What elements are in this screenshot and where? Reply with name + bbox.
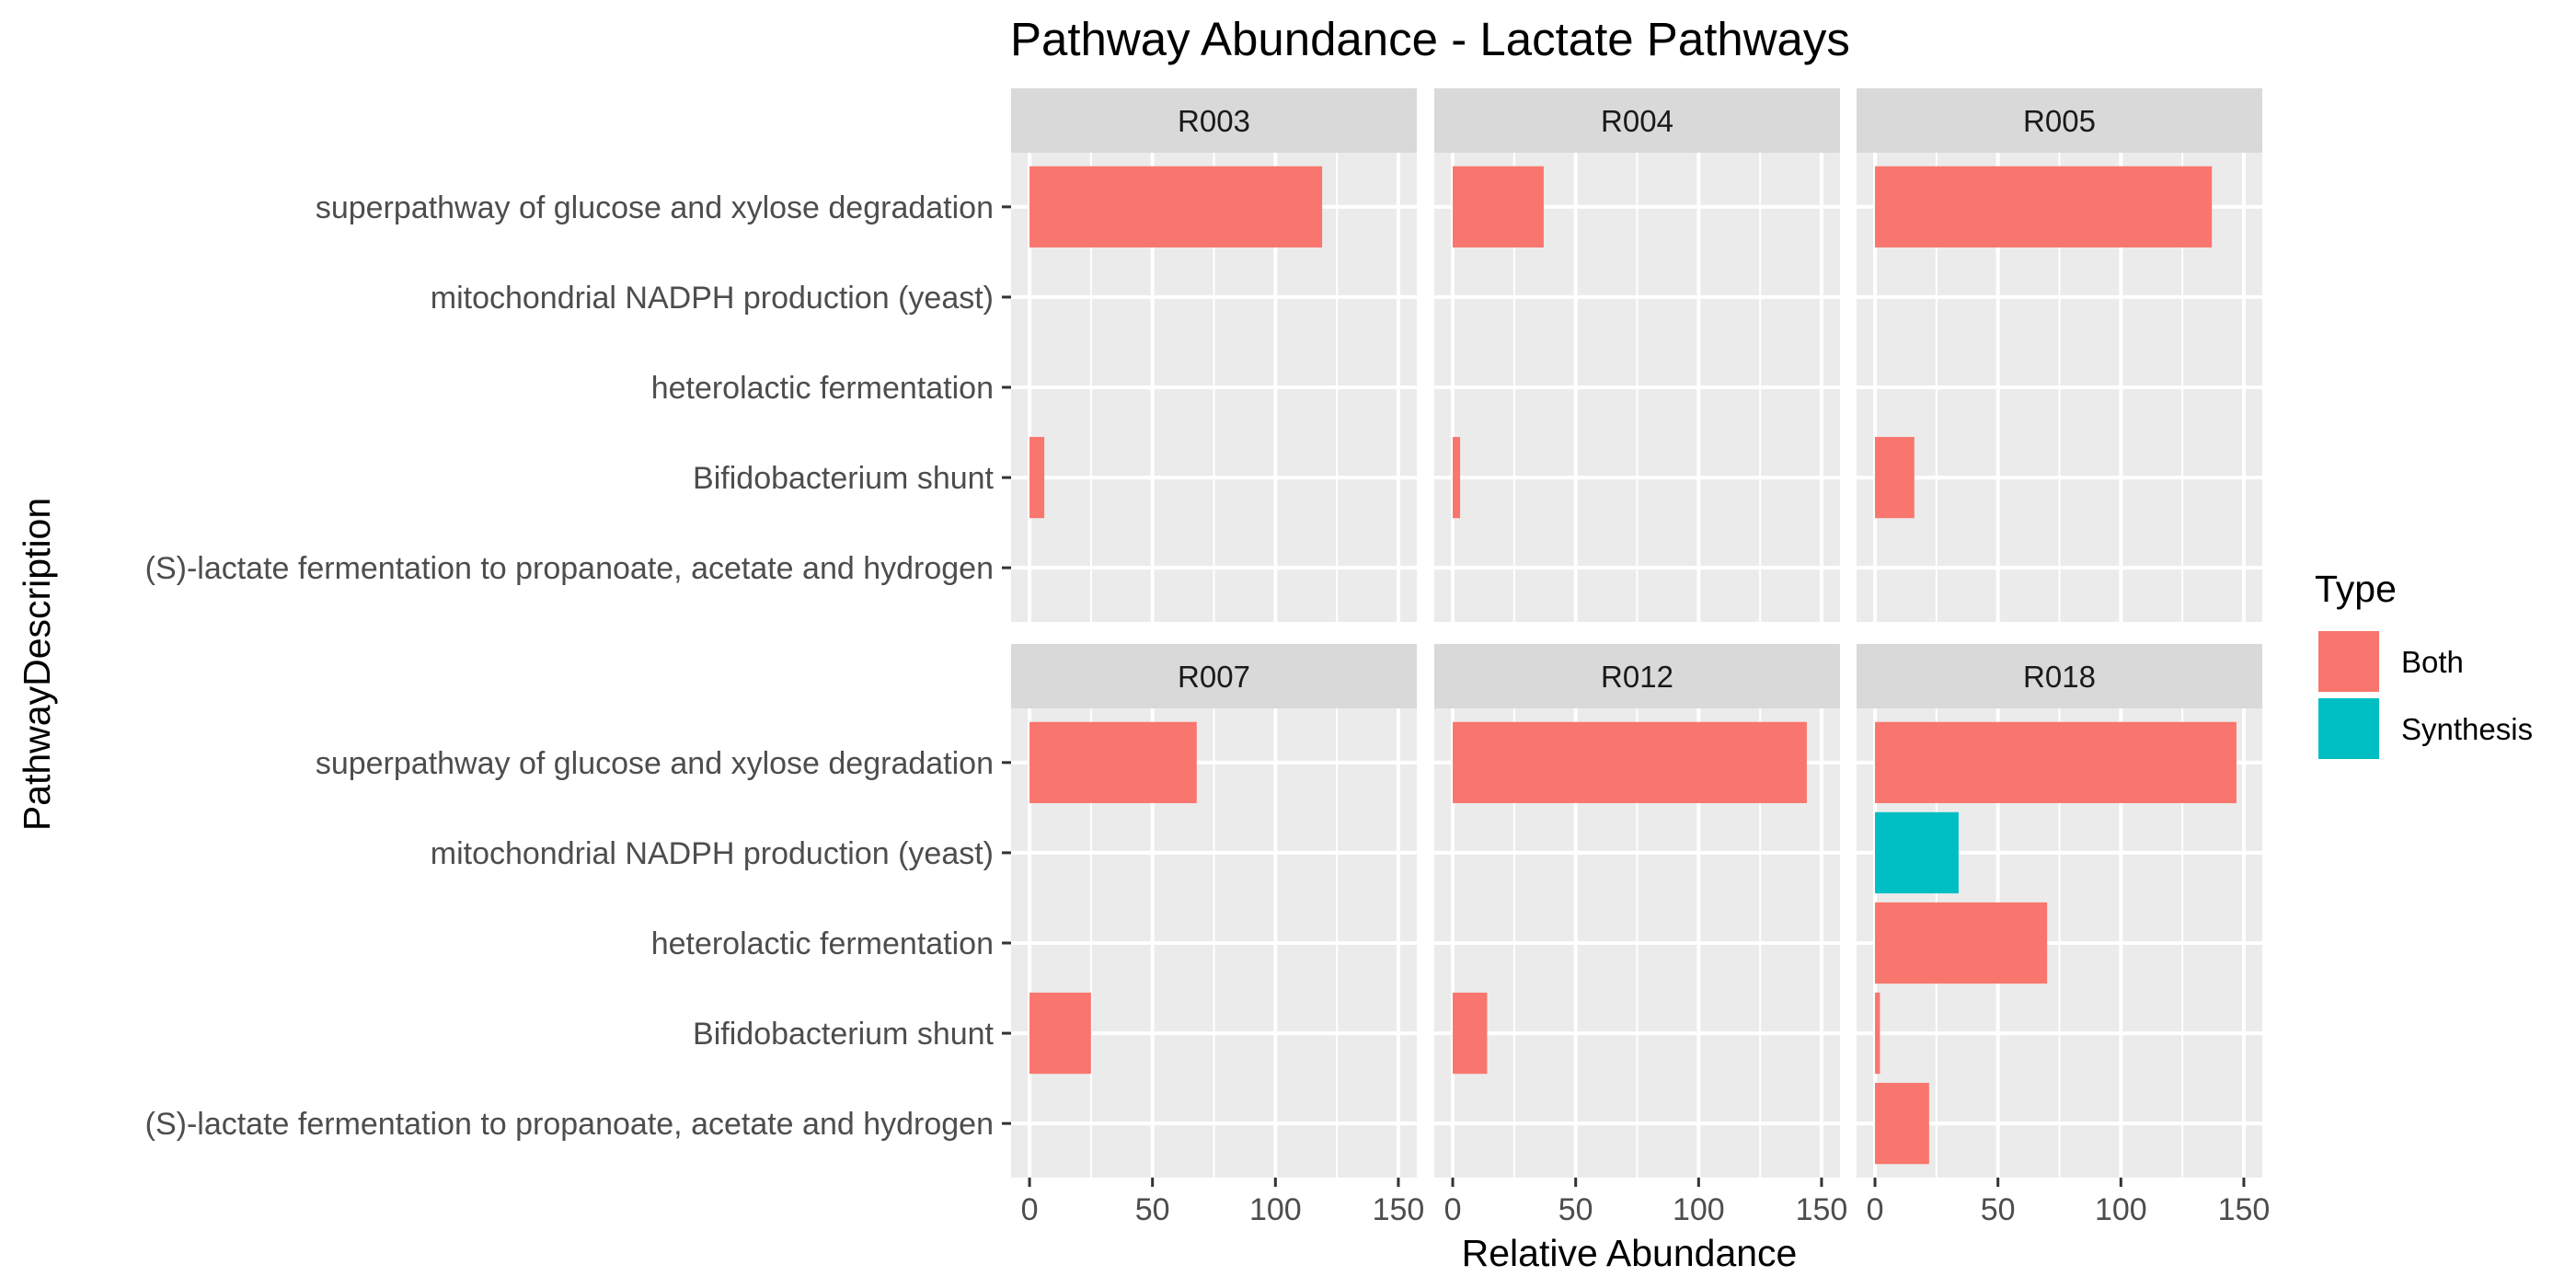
x-tick-label: 150 (1373, 1192, 1425, 1227)
bar-r018-superpathway-of-glucose-and-xylose-degradation (1875, 721, 2237, 803)
facet-r005: R005 (1857, 88, 2262, 622)
facet-r018: R018 (1857, 644, 2262, 1178)
facet-label-r004: R004 (1601, 104, 1673, 138)
legend-label-both: Both (2401, 645, 2464, 679)
x-tick-label: 0 (1021, 1192, 1039, 1227)
bar-r005-bifidobacterium-shunt (1875, 436, 1915, 519)
y-tick-label: Bifidobacterium shunt (693, 461, 995, 496)
facet-strip-r003 (1011, 88, 1417, 153)
facet-label-r003: R003 (1178, 104, 1250, 138)
x-tick-label: 0 (1867, 1192, 1884, 1227)
bar-r004-superpathway-of-glucose-and-xylose-degradation (1453, 166, 1544, 247)
bar-r018-heterolactic-fermentation (1875, 902, 2048, 984)
facet-r004: R004 (1434, 88, 1840, 622)
bar-r018-bifidobacterium-shunt (1875, 992, 1880, 1075)
facet-label-r005: R005 (2023, 104, 2096, 138)
bar-r004-bifidobacterium-shunt (1453, 436, 1461, 519)
legend-swatch-both (2318, 631, 2379, 692)
legend-label-synthesis: Synthesis (2401, 712, 2533, 746)
facet-strip-r018 (1857, 644, 2262, 708)
x-axis-title: Relative Abundance (1462, 1232, 1798, 1274)
x-tick-label: 50 (1558, 1192, 1593, 1227)
facet-grid: R003 R004 R005 R007 R012 R018 (1011, 88, 2262, 1178)
legend-swatch-synthesis (2318, 698, 2379, 759)
x-tick-label: 50 (1981, 1192, 2016, 1227)
facet-strip-r004 (1434, 88, 1840, 153)
facet-strip-r012 (1434, 644, 1840, 708)
x-tick-label: 0 (1444, 1192, 1462, 1227)
facet-r007: R007 (1011, 644, 1417, 1178)
bar-r005-superpathway-of-glucose-and-xylose-degradation (1875, 166, 2213, 247)
y-tick-label: heterolactic fermentation (651, 371, 994, 406)
y-tick-label: superpathway of glucose and xylose degra… (316, 190, 994, 225)
chart-title: Pathway Abundance - Lactate Pathways (1010, 13, 1850, 65)
facet-label-r018: R018 (2023, 660, 2096, 694)
bar-r003-bifidobacterium-shunt (1029, 436, 1045, 519)
x-tick-label: 100 (1673, 1192, 1725, 1227)
y-tick-label: superpathway of glucose and xylose degra… (316, 746, 994, 781)
legend: Type Both Synthesis (2315, 568, 2533, 759)
facet-strip-r005 (1857, 88, 2262, 153)
y-tick-label: heterolactic fermentation (651, 926, 994, 961)
y-tick-label: Bifidobacterium shunt (693, 1017, 995, 1052)
y-tick-label: mitochondrial NADPH production (yeast) (431, 836, 994, 871)
bar-r003-superpathway-of-glucose-and-xylose-degradation (1029, 166, 1323, 247)
bar-r012-superpathway-of-glucose-and-xylose-degradation (1453, 721, 1807, 803)
x-tick-label: 100 (2095, 1192, 2147, 1227)
bar-r018-s-lactate-fermentation-to-propanoate-acetate-and-hydrogen (1875, 1083, 1929, 1165)
x-tick-label: 150 (2218, 1192, 2271, 1227)
y-tick-label: (S)-lactate fermentation to propanoate, … (145, 551, 994, 586)
bar-r007-bifidobacterium-shunt (1029, 992, 1091, 1075)
x-tick-label: 50 (1135, 1192, 1170, 1227)
facet-r003: R003 (1011, 88, 1417, 622)
bar-r007-superpathway-of-glucose-and-xylose-degradation (1029, 721, 1197, 803)
x-tick-label: 100 (1249, 1192, 1302, 1227)
y-tick-label: mitochondrial NADPH production (yeast) (431, 281, 994, 316)
facet-r012: R012 (1434, 644, 1840, 1178)
facet-strip-r007 (1011, 644, 1417, 708)
bar-r018-mitochondrial-nadph-production-yeast (1875, 811, 1959, 894)
x-tick-label: 150 (1796, 1192, 1848, 1227)
legend-title: Type (2315, 568, 2397, 610)
y-axis-labels: superpathway of glucose and xylose degra… (145, 190, 1011, 1142)
bar-r012-bifidobacterium-shunt (1453, 992, 1488, 1075)
y-axis-title: PathwayDescription (16, 498, 58, 831)
y-tick-label: (S)-lactate fermentation to propanoate, … (145, 1107, 994, 1142)
x-axis-labels: 0 50 100 150 0 50 100 150 0 50 100 150 (1021, 1178, 2271, 1227)
facet-label-r012: R012 (1601, 660, 1673, 694)
facet-label-r007: R007 (1178, 660, 1250, 694)
